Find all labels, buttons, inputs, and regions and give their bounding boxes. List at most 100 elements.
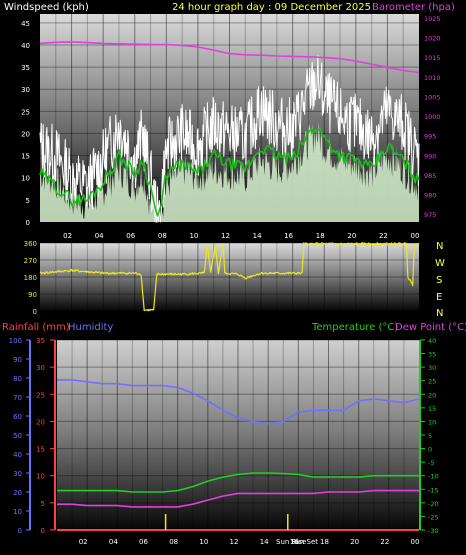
wind-x-tick-label: 20	[347, 232, 356, 240]
sunset-label: Sun Set	[291, 538, 318, 546]
compass-n-top: N	[436, 241, 443, 252]
wind-axis-tick-label: 30	[21, 86, 30, 94]
temperature-axis-tick-label: 40	[428, 337, 436, 345]
direction-axis-tick-label: 270	[24, 257, 37, 265]
temperature-x-tick-label: 12	[230, 538, 239, 546]
dew-point-title: Dew Point (°C)	[395, 322, 466, 333]
axes: 0510152025303540459759809859909951000100…	[9, 15, 441, 546]
rainfall-axis-tick-label: 25	[36, 391, 45, 399]
rainfall-axis-tick-label: 15	[36, 446, 45, 454]
direction-axis-tick-label: 0	[33, 308, 37, 316]
wind-title: Windspeed (kph)	[4, 2, 89, 13]
compass-n-bottom: N	[436, 308, 443, 319]
direction-axis-tick-label: 90	[28, 291, 37, 299]
wind-x-tick-label: 12	[221, 232, 230, 240]
wind-x-tick-label: 08	[158, 232, 167, 240]
compass-w: W	[435, 258, 445, 269]
temperature-axis-tick-label: 35	[428, 351, 436, 359]
temperature-x-tick-label: 22	[380, 538, 389, 546]
barometer-axis-tick-label: 1000	[424, 113, 441, 121]
wind-x-tick-label: 02	[63, 232, 72, 240]
humidity-line	[57, 379, 420, 425]
barometer-axis-tick-label: 1020	[424, 35, 441, 43]
humidity-axis-tick-label: 40	[13, 451, 22, 459]
humidity-axis-tick-label: 0	[18, 527, 22, 535]
temperature-axis-tick-label: -15	[428, 486, 439, 494]
wind-average-line	[39, 127, 420, 217]
wind-axis-tick-label: 0	[26, 219, 30, 227]
barometer-axis-tick-label: 975	[424, 211, 436, 219]
direction-axis-tick-label: 360	[24, 240, 37, 248]
wind-gust-area	[40, 121, 419, 222]
wind-axis-tick-label: 35	[21, 64, 30, 72]
barometer-axis-tick-label: 1015	[424, 54, 441, 62]
temperature-x-tick-label: 18	[320, 538, 329, 546]
dew-point-line	[57, 489, 419, 508]
temperature-axis-tick-label: 5	[428, 432, 432, 440]
barometer-axis-tick-label: 1025	[424, 15, 441, 23]
temperature-x-tick-label: 06	[139, 538, 148, 546]
rainfall-axis-tick-label: 35	[36, 337, 45, 345]
wind-axis-tick-label: 25	[21, 108, 30, 116]
wind-x-tick-label: 18	[316, 232, 325, 240]
temperature-axis-tick-label: 15	[428, 405, 436, 413]
temperature-axis-tick-label: 20	[428, 391, 436, 399]
temperature-title: Temperature (°C)	[311, 322, 398, 333]
temperature-axis-tick-label: 30	[428, 364, 436, 372]
temperature-x-tick-label: 04	[109, 538, 118, 546]
barometer-axis-tick-label: 995	[424, 133, 436, 141]
temperature-axis-tick-label: -20	[428, 500, 439, 508]
wind-x-tick-label: 10	[189, 232, 198, 240]
compass-e: E	[436, 292, 442, 303]
wind-axis-tick-label: 40	[21, 42, 30, 50]
rainfall-axis-tick-label: 10	[36, 473, 45, 481]
wind-axis-tick-label: 20	[21, 130, 30, 138]
windspeed-line	[39, 55, 420, 223]
humidity-axis-tick-label: 90	[13, 356, 22, 364]
humidity-title: Humidity	[68, 322, 113, 333]
temperature-axis-tick-label: -25	[428, 513, 439, 521]
barometer-axis-tick-label: 1010	[424, 74, 441, 82]
humidity-axis-tick-label: 50	[13, 432, 22, 440]
wind-axis-tick-label: 45	[21, 20, 30, 28]
barometer-line	[39, 41, 420, 74]
barometer-axis-tick-label: 1005	[424, 93, 441, 101]
wind-x-tick-label: 04	[95, 232, 104, 240]
wind-x-tick-label: 00	[411, 232, 420, 240]
temperature-plot-area	[57, 340, 419, 530]
compass-s: S	[436, 275, 442, 286]
temperature-axis-tick-label: -30	[428, 527, 439, 535]
humidity-axis-tick-label: 30	[13, 470, 22, 478]
wind-x-tick-label: 14	[253, 232, 262, 240]
barometer-axis-tick-label: 980	[424, 192, 436, 200]
temperature-axis-tick-label: 0	[428, 446, 432, 454]
rainfall-axis-tick-label: 5	[41, 500, 45, 508]
temperature-axis-tick-label: -10	[428, 473, 439, 481]
temperature-axis-tick-label: 10	[428, 418, 436, 426]
wind-x-tick-label: 06	[126, 232, 135, 240]
temperature-axis-tick-label: 25	[428, 378, 436, 386]
rainfall-axis-tick-label: 0	[41, 527, 45, 535]
wind-axis-tick-label: 15	[21, 153, 30, 161]
date-title: 24 hour graph day : 09 December 2025	[172, 2, 371, 13]
humidity-axis-tick-label: 20	[13, 489, 22, 497]
direction-plot-area	[40, 243, 419, 311]
wind-axis-tick-label: 5	[26, 197, 30, 205]
wind-x-tick-label: 16	[284, 232, 293, 240]
temperature-x-tick-label: 10	[199, 538, 208, 546]
humidity-axis-tick-label: 10	[13, 508, 22, 516]
humidity-axis-tick-label: 100	[9, 337, 22, 345]
temperature-x-tick-label: 14	[260, 538, 269, 546]
temperature-x-tick-label: 00	[411, 538, 420, 546]
humidity-axis-tick-label: 60	[13, 413, 22, 421]
direction-axis-tick-label: 180	[24, 274, 37, 282]
temperature-x-tick-label: 08	[169, 538, 178, 546]
rainfall-axis-tick-label: 20	[36, 418, 45, 426]
barometer-title: Barometer (hpa)	[372, 2, 455, 13]
temperature-x-tick-label: 16	[290, 538, 299, 546]
humidity-axis-tick-label: 70	[13, 394, 22, 402]
barometer-axis-tick-label: 985	[424, 172, 436, 180]
sunrise-label: Sun Rise	[276, 538, 306, 546]
wind-x-tick-label: 22	[379, 232, 388, 240]
